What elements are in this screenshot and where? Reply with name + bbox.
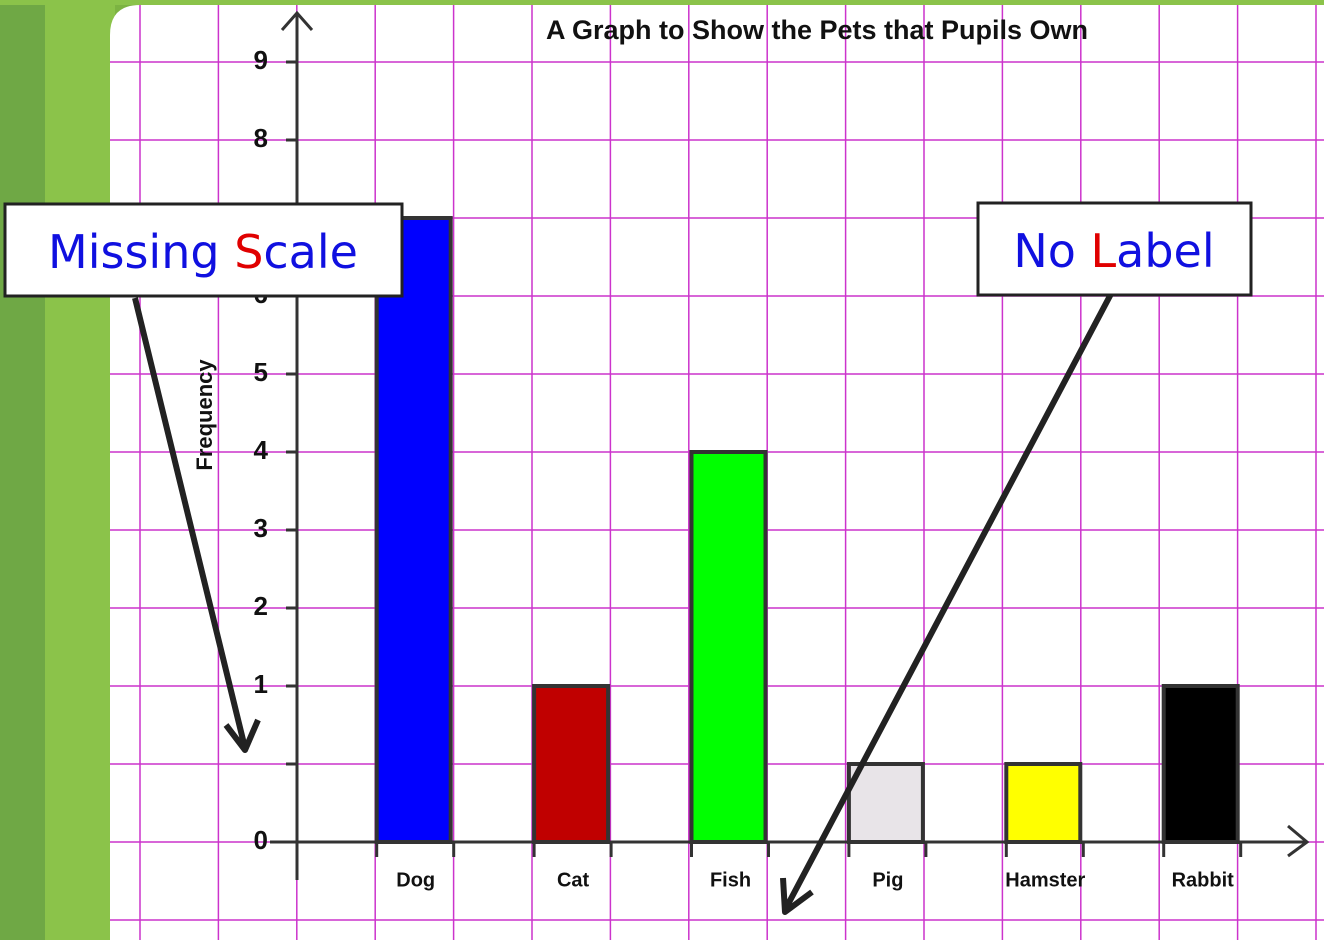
annotation-box	[3, 202, 404, 298]
annotation-text: S	[234, 225, 263, 279]
annotation-text: L	[1091, 224, 1117, 278]
x-tick-label: Hamster	[1005, 869, 1085, 891]
annotation-text: Missing	[48, 225, 234, 279]
stripe	[45, 0, 115, 940]
annotation-box	[976, 201, 1253, 297]
bar	[689, 450, 768, 844]
x-tick-label: Dog	[396, 869, 435, 891]
x-tick-label: Cat	[557, 869, 590, 891]
annotation-text: No	[1013, 224, 1090, 278]
arrow	[780, 290, 1115, 915]
y-tick-label: 8	[254, 123, 268, 153]
chart-title: A Graph to Show the Pets that Pupils Own	[546, 15, 1088, 45]
y-tick-label: 9	[254, 45, 268, 75]
y-axis-label: Frequency	[192, 359, 217, 471]
stripe	[0, 0, 45, 940]
chart: A Graph to Show the Pets that Pupils Own…	[192, 10, 1310, 891]
y-tick-label: 0	[254, 825, 268, 855]
bar	[374, 216, 453, 844]
y-tick-label: 5	[254, 357, 268, 387]
bar	[846, 762, 925, 844]
annotation-text: cale	[263, 225, 358, 279]
annotation-text: abel	[1116, 224, 1214, 278]
y-tick-label: 2	[254, 591, 268, 621]
y-axis	[280, 10, 314, 880]
stripe	[0, 0, 1324, 5]
bar	[1161, 684, 1240, 844]
y-tick-label: 3	[254, 513, 268, 543]
x-tick-label: Fish	[710, 869, 751, 891]
x-tick-label: Pig	[872, 869, 903, 891]
bar	[532, 684, 611, 844]
annotation: No Label	[1013, 224, 1214, 278]
annotation: Missing Scale	[48, 225, 358, 279]
annotations: Missing Scale No Label	[3, 201, 1253, 915]
y-tick-label: 4	[254, 435, 269, 465]
bar	[1004, 762, 1083, 844]
y-tick-label: 1	[254, 669, 268, 699]
arrow	[132, 297, 261, 753]
x-tick-label: Rabbit	[1172, 869, 1235, 891]
